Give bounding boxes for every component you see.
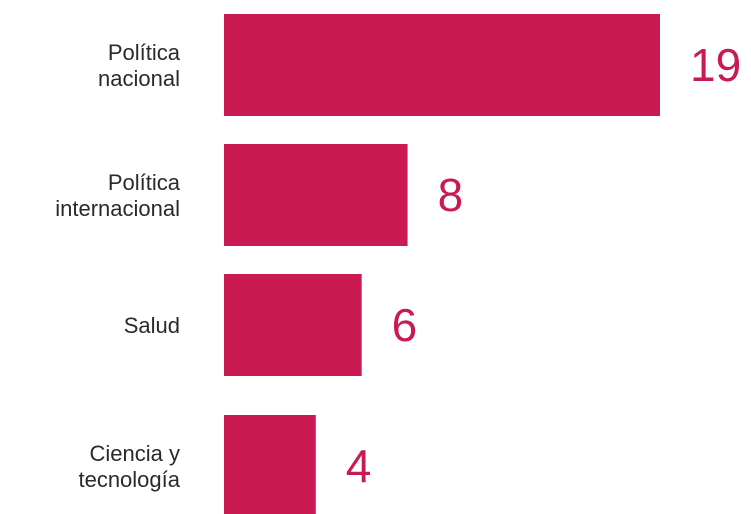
category-label-1: Política internacional	[55, 170, 181, 221]
bar-1	[224, 144, 408, 246]
category-label-line: internacional	[55, 196, 180, 221]
bar-3	[224, 415, 316, 514]
category-label-line: Política	[108, 170, 181, 195]
value-label-2: 6	[392, 299, 418, 351]
category-label-line: tecnología	[78, 467, 180, 492]
bar-2	[224, 274, 362, 376]
value-label-1: 8	[438, 169, 464, 221]
bars-group	[224, 14, 660, 514]
value-labels-group: 19 8 6 4	[346, 39, 741, 492]
bar-0	[224, 14, 660, 116]
category-label-line: Política	[108, 40, 181, 65]
value-label-0: 19	[690, 39, 741, 91]
category-label-0: Política nacional	[98, 40, 181, 91]
category-label-3: Ciencia y tecnología	[78, 441, 180, 492]
category-label-line: nacional	[98, 66, 180, 91]
value-label-3: 4	[346, 440, 372, 492]
category-label-2: Salud	[124, 313, 180, 338]
category-label-line: Ciencia y	[90, 441, 180, 466]
category-label-line: Salud	[124, 313, 180, 338]
